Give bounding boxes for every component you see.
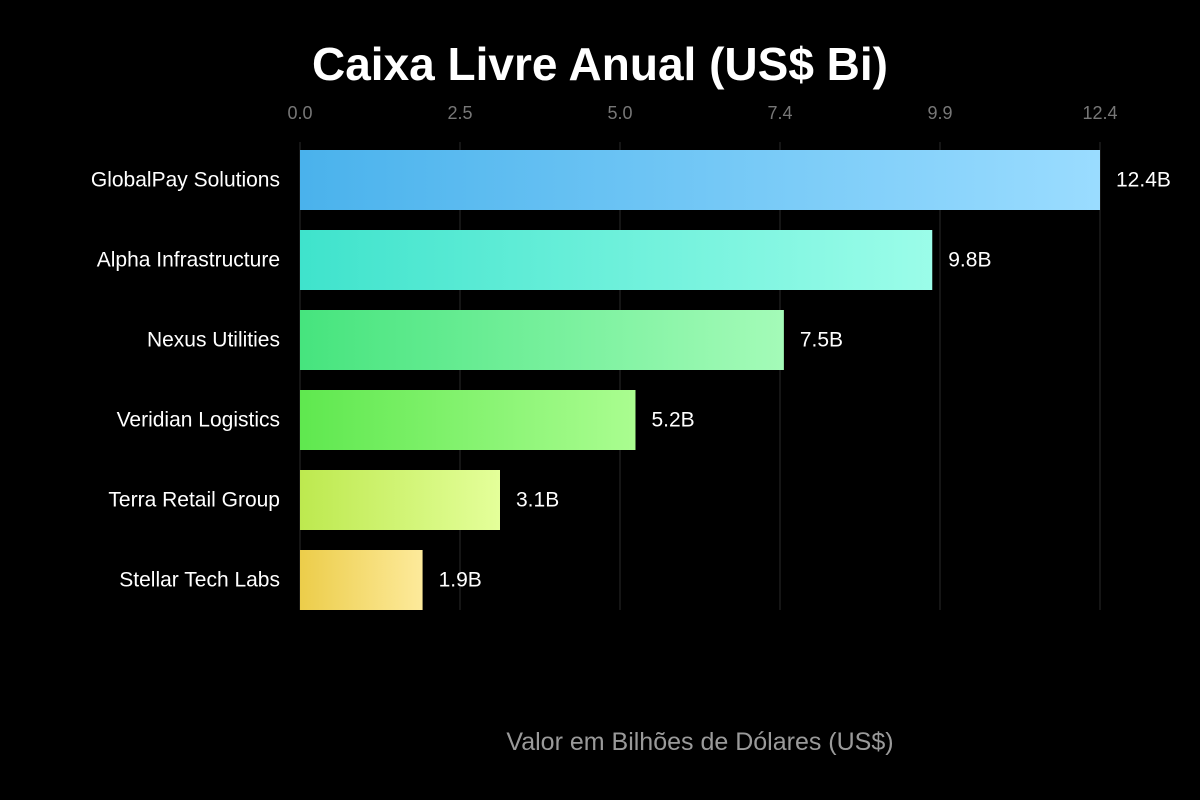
x-tick-label: 2.5 [447,103,472,123]
category-label: Terra Retail Group [108,489,280,512]
chart-title: Caixa Livre Anual (US$ Bi) [312,38,888,90]
category-label: GlobalPay Solutions [91,169,280,192]
bars [300,150,1100,610]
value-label: 12.4B [1116,169,1171,192]
value-label: 5.2B [651,409,694,432]
value-label: 3.1B [516,489,559,512]
bar-alpha-infrastructure [300,230,933,290]
x-axis-ticks: 0.0 2.5 5.0 7.4 9.9 12.4 [287,103,1117,123]
x-tick-label: 7.4 [767,103,792,123]
category-labels: GlobalPay Solutions Alpha Infrastructure N… [91,169,280,592]
x-tick-label: 5.0 [607,103,632,123]
bar-veridian-logistics [300,390,636,450]
x-axis-label: Valor em Bilhões de Dólares (US$) [506,728,893,756]
bar-terra-retail-group [300,470,500,530]
value-label: 9.8B [948,249,991,272]
x-tick-label: 0.0 [287,103,312,123]
category-label: Stellar Tech Labs [119,569,280,592]
x-tick-label: 9.9 [927,103,952,123]
bar-nexus-utilities [300,310,784,370]
bar-stellar-tech-labs [300,550,423,610]
category-label: Nexus Utilities [147,329,280,352]
value-label: 1.9B [439,569,482,592]
value-label: 7.5B [800,329,843,352]
value-labels: 12.4B 9.8B 7.5B 5.2B 3.1B 1.9B [439,169,1171,592]
grid-lines [299,142,1101,610]
x-tick-label: 12.4 [1082,103,1117,123]
category-label: Veridian Logistics [117,409,280,432]
category-label: Alpha Infrastructure [97,249,280,272]
bar-globalpay-solutions [300,150,1100,210]
